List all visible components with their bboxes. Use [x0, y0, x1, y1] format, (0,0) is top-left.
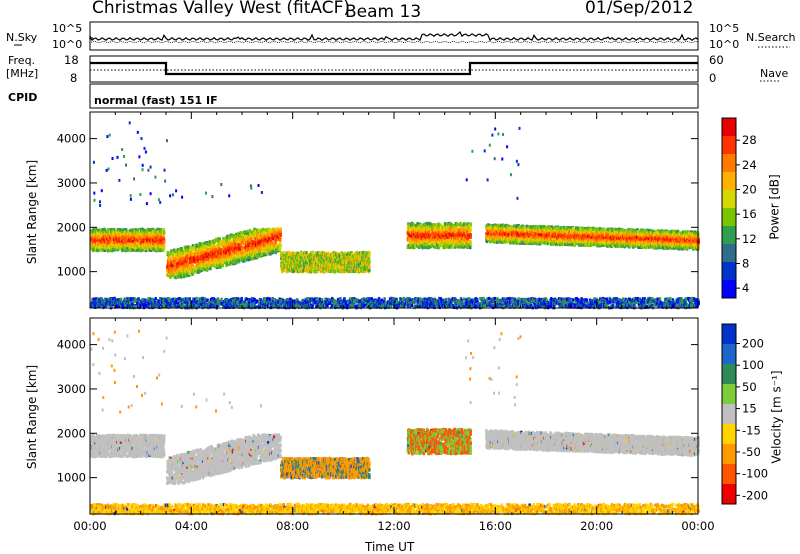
- power-cell: [163, 240, 165, 243]
- freq-trace: [90, 63, 698, 74]
- power-cell: [280, 244, 282, 247]
- noise-panel-frame: [90, 22, 698, 50]
- power-cell: [256, 255, 258, 258]
- power-cell: [283, 269, 285, 272]
- power-cell: [279, 239, 281, 242]
- power-cell: [280, 233, 282, 236]
- power-cell: [163, 246, 165, 249]
- power-cell: [258, 229, 260, 232]
- power-cell: [189, 272, 191, 275]
- noise-search-trace: [90, 41, 698, 43]
- noise-sky-trace: [90, 32, 698, 40]
- power-cell: [163, 231, 165, 234]
- plot-canvas: 1000200030004000 282420161284100020003000…: [0, 0, 800, 554]
- power-cell: [222, 264, 224, 267]
- freq-panel-frame: [90, 56, 698, 82]
- power-cell: [209, 267, 211, 270]
- power-cell: [280, 228, 282, 231]
- power-heatmap-layer: [90, 121, 700, 309]
